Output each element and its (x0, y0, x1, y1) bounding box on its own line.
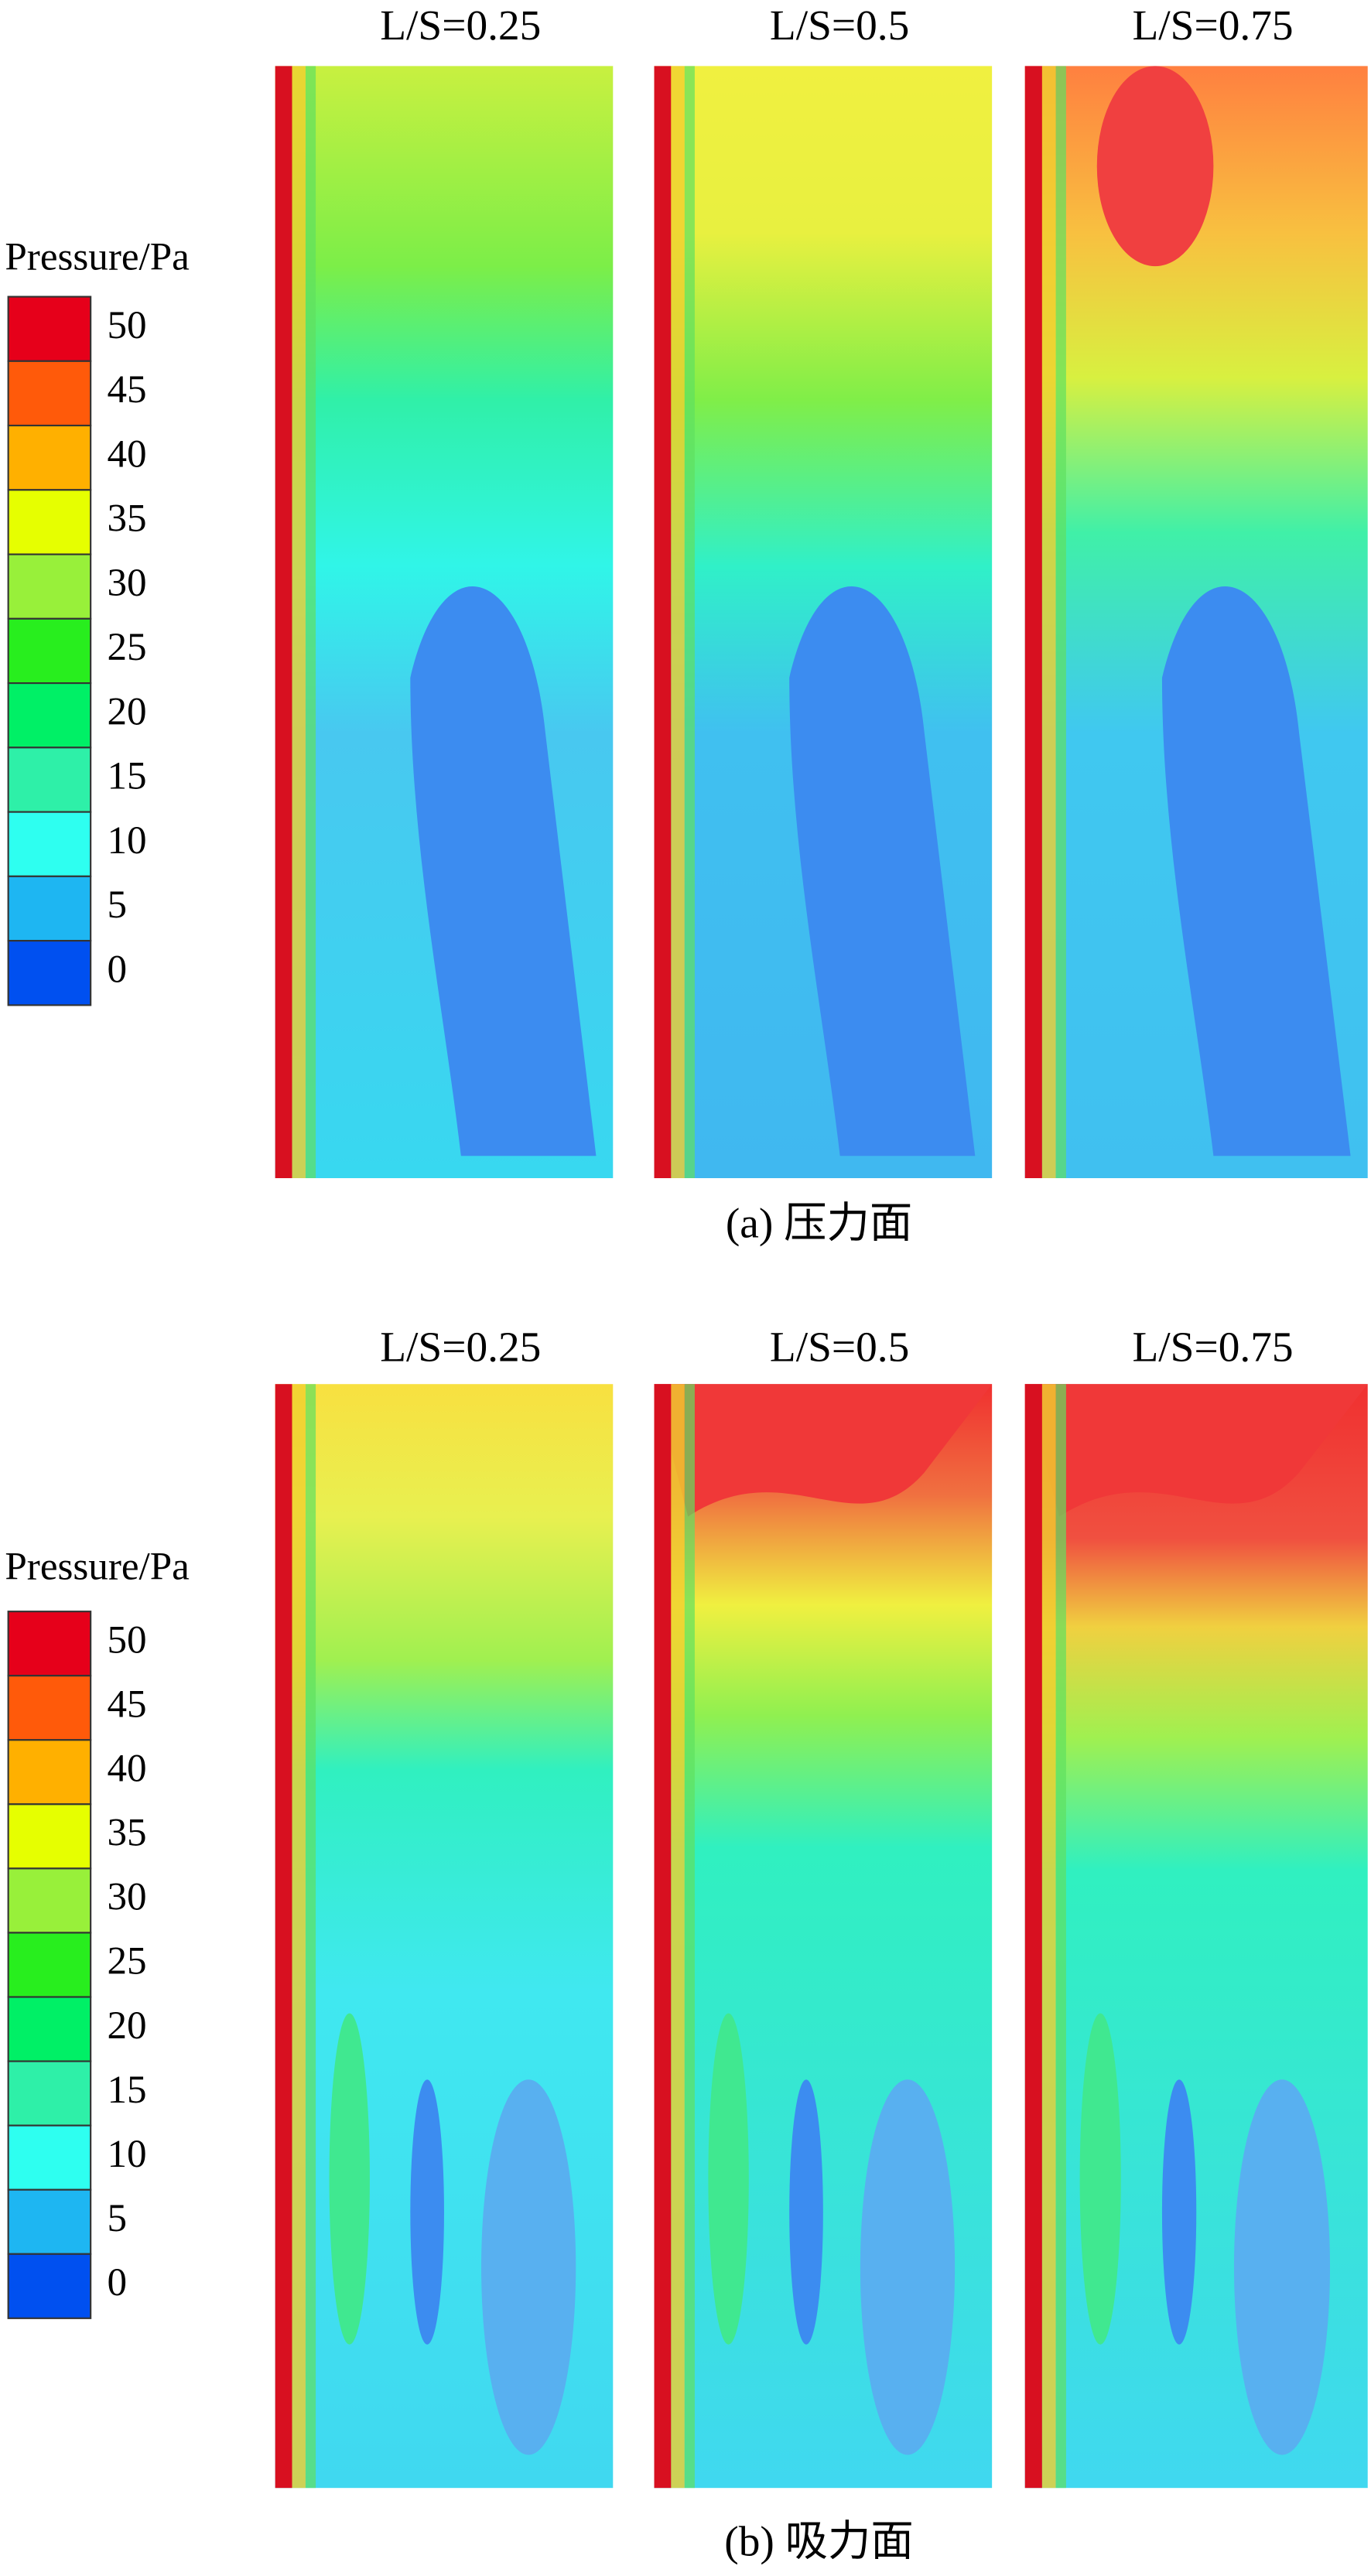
colorbar-cell (7, 1739, 92, 1806)
mid-pressure-region (329, 2013, 370, 2345)
high-pressure-region (1024, 1384, 1368, 1517)
panel-caption: (b) 吸力面 (724, 2517, 913, 2564)
legend-title: Pressure/Pa (5, 234, 189, 278)
colorbar-cell (7, 2188, 92, 2255)
colorbar-cell (7, 746, 92, 813)
plot-title: L/S=0.5 (770, 2, 909, 49)
colorbar-cell (7, 1867, 92, 1934)
low-pressure-region (1161, 2079, 1197, 2345)
colorbar-label: 50 (107, 303, 146, 347)
leading-edge-band (684, 66, 695, 1178)
colorbar-label: 5 (107, 2196, 127, 2240)
colorbar-label: 5 (107, 883, 127, 927)
colorbar-cell (7, 424, 92, 491)
colorbar-label: 20 (107, 2004, 146, 2048)
colorbar-label: 45 (107, 367, 146, 412)
colorbar-cell (7, 2124, 92, 2191)
leading-edge-band (684, 1384, 695, 2489)
colorbar-label: 25 (107, 625, 146, 669)
leading-edge-band (1055, 66, 1066, 1178)
colorbar-label: 15 (107, 754, 146, 798)
colorbar-label: 0 (107, 2260, 127, 2304)
low-pressure-region (410, 2079, 444, 2345)
colorbar-cell (7, 617, 92, 685)
colorbar-label: 30 (107, 1875, 146, 1919)
low-pressure-region (789, 586, 976, 1156)
plot-title: L/S=0.25 (380, 1323, 541, 1370)
colorbar-label: 50 (107, 1618, 146, 1662)
colorbar-cell (7, 875, 92, 942)
leading-edge-band (671, 66, 685, 1178)
colorbar-label: 40 (107, 1747, 146, 1791)
leading-edge-band (305, 66, 316, 1178)
colorbar-cell (7, 553, 92, 620)
panel-caption: (a) 压力面 (726, 1200, 912, 1247)
plot-title: L/S=0.75 (1132, 1323, 1293, 1370)
contour-plot (654, 1384, 993, 2489)
leading-edge-band (1055, 1384, 1066, 2489)
leading-edge-band (305, 1384, 316, 2489)
colorbar-cell (7, 1611, 92, 1677)
low-pressure-region (1233, 2079, 1331, 2455)
mid-pressure-region (1079, 2013, 1121, 2345)
contour-plot (1024, 1384, 1368, 2489)
colorbar-cell (7, 360, 92, 427)
leading-edge-strip (1024, 1384, 1042, 2489)
high-pressure-region (1096, 66, 1214, 267)
leading-edge-band (292, 66, 306, 1178)
colorbar-label: 15 (107, 2068, 146, 2112)
colorbar-cell (7, 682, 92, 749)
low-pressure-region (789, 2079, 823, 2345)
low-pressure-region (410, 586, 597, 1156)
low-pressure-region (860, 2079, 956, 2455)
leading-edge-band (1041, 66, 1056, 1178)
colorbar-label: 40 (107, 432, 146, 476)
plot-title: L/S=0.5 (770, 1323, 909, 1370)
colorbar-cell (7, 2060, 92, 2127)
colorbar-label: 20 (107, 689, 146, 733)
colorbar-label: 25 (107, 1939, 146, 1983)
leading-edge-strip (654, 66, 672, 1178)
contour-plot (1024, 66, 1368, 1178)
low-pressure-region (481, 2079, 576, 2455)
leading-edge-strip (275, 66, 292, 1178)
colorbar-cell (7, 1996, 92, 2062)
colorbar-label: 35 (107, 497, 146, 541)
mid-pressure-region (708, 2013, 749, 2345)
colorbar-cell (7, 940, 92, 1006)
leading-edge-band (671, 1384, 685, 2489)
colorbar-cell (7, 811, 92, 877)
colorbar-cell (7, 2253, 92, 2319)
colorbar-label: 30 (107, 561, 146, 605)
leading-edge-strip (654, 1384, 672, 2489)
colorbar-label: 0 (107, 947, 127, 991)
high-pressure-region (654, 1384, 993, 1517)
leading-edge-strip (275, 1384, 292, 2489)
leading-edge-band (1041, 1384, 1056, 2489)
colorbar-cell (7, 296, 92, 362)
plot-title: L/S=0.75 (1132, 2, 1293, 49)
colorbar-cell (7, 1675, 92, 1741)
colorbar-label: 45 (107, 1682, 146, 1726)
colorbar-cell (7, 489, 92, 555)
colorbar-label: 10 (107, 818, 146, 863)
legend-title: Pressure/Pa (5, 1545, 189, 1589)
low-pressure-region (1161, 586, 1351, 1156)
colorbar-label: 10 (107, 2132, 146, 2176)
colorbar-cell (7, 1932, 92, 1998)
contour-plot (275, 66, 614, 1178)
contour-plot (654, 66, 993, 1178)
leading-edge-strip (1024, 66, 1042, 1178)
colorbar-label: 35 (107, 1811, 146, 1855)
contour-plot (275, 1384, 614, 2489)
colorbar-cell (7, 1803, 92, 1870)
plot-title: L/S=0.25 (380, 2, 541, 49)
leading-edge-band (292, 1384, 306, 2489)
